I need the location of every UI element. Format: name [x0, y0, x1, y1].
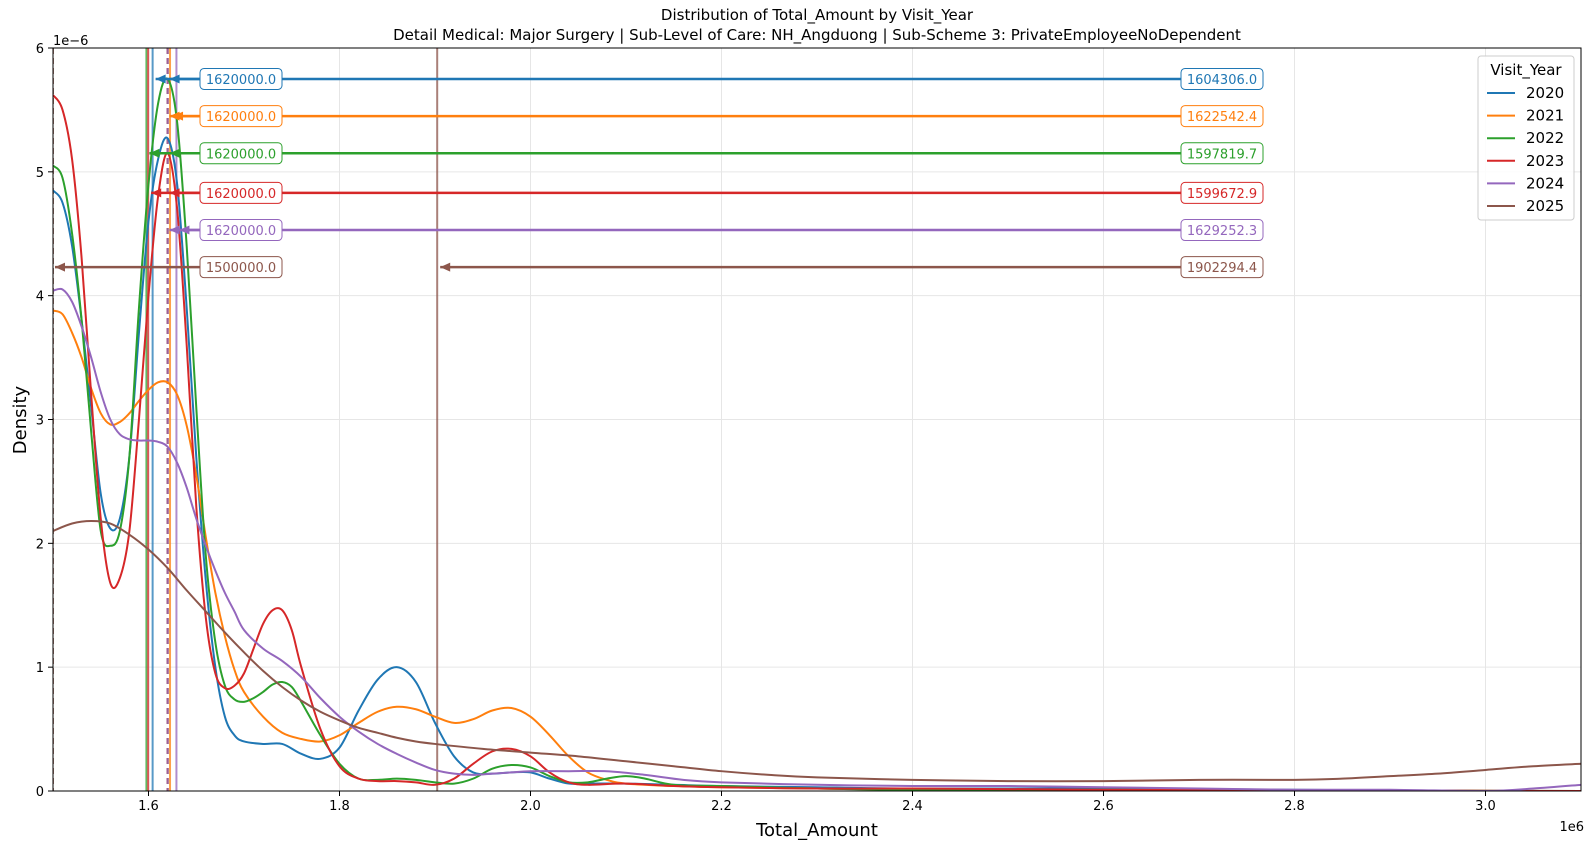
mean-label-2021-box [1180, 105, 1264, 128]
y-tick-label: 6 [36, 42, 44, 57]
mean-arrow-2023-head [151, 188, 162, 198]
legend-entry-2022: 2022 [1526, 129, 1564, 147]
median-arrow-2024-head [169, 225, 180, 235]
x-offset-label: 1e6 [1559, 820, 1584, 835]
legend: Visit_Year 2020 2021 2022 2023 2024 2025 [1477, 55, 1575, 221]
legend-entry-2023: 2023 [1526, 152, 1564, 170]
legend-title: Visit_Year [1490, 61, 1562, 80]
x-tick-label: 3.0 [1475, 799, 1496, 814]
y-axis-label: Density [10, 385, 31, 454]
x-axis-ticks: 1.6 1.8 2.0 2.2 2.4 2.6 2.8 3.0 [138, 791, 1496, 814]
density-curve-2021 [53, 309, 1581, 791]
x-tick-label: 2.6 [1093, 799, 1114, 814]
mean-label-2025: 1902294.4 [1187, 261, 1257, 276]
density-curves [53, 77, 1581, 791]
mean-label-2024: 1629252.3 [1187, 224, 1257, 239]
mean-label-2021: 1622542.4 [1187, 110, 1257, 125]
legend-entry-2025: 2025 [1526, 197, 1564, 215]
median-label-2023: 1620000.0 [206, 187, 276, 202]
median-label-2024: 1620000.0 [206, 224, 276, 239]
y-axis-ticks: 0 1 2 3 4 5 6 [36, 42, 53, 800]
x-axis-label: Total_Amount [755, 820, 878, 841]
mean-label-2024-box [1180, 219, 1264, 242]
median-label-2021-box [199, 105, 283, 128]
chart-title: Distribution of Total_Amount by Visit_Ye… [661, 6, 974, 25]
x-tick-label: 1.6 [138, 799, 159, 814]
median-arrow-2025-head [55, 262, 65, 272]
legend-entry-2020: 2020 [1526, 84, 1564, 102]
mean-label-2020-box [1180, 67, 1264, 90]
median-label-2023-box [199, 181, 283, 204]
gridlines [53, 47, 1581, 792]
median-label-2022-box [199, 142, 283, 165]
legend-entry-2024: 2024 [1526, 174, 1564, 192]
y-tick-label: 4 [36, 290, 44, 305]
median-label-2020: 1620000.0 [206, 73, 276, 88]
mean-label-2020: 1604306.0 [1187, 73, 1257, 88]
mean-label-2025-box [1180, 256, 1264, 279]
mean-label-2023: 1599672.9 [1187, 187, 1257, 202]
density-curve-2025 [53, 520, 1581, 783]
mean-label-2022-box [1180, 142, 1264, 165]
y-offset-label: 1e−6 [53, 34, 88, 49]
y-tick-label: 0 [36, 785, 44, 800]
x-tick-label: 2.4 [902, 799, 923, 814]
density-curve-2023 [53, 94, 1581, 791]
x-tick-label: 2.0 [520, 799, 541, 814]
chart-subtitle: Detail Medical: Major Surgery | Sub-Leve… [393, 26, 1241, 45]
median-label-2024-box [199, 219, 283, 242]
mean-arrow-2021-head [173, 111, 184, 121]
median-label-2022: 1620000.0 [206, 147, 276, 162]
y-tick-label: 5 [36, 166, 44, 181]
mean-label-2023-box [1180, 181, 1264, 204]
median-label-2020-box [199, 67, 283, 90]
mean-label-2022: 1597819.7 [1187, 147, 1257, 162]
y-tick-label: 2 [36, 537, 44, 552]
stat-annotations: 1620000.0 1604306.0 1620000.0 1622542.4 1620… [55, 67, 1264, 279]
legend-box [1477, 55, 1575, 221]
mean-arrow-2022-head [149, 148, 160, 158]
x-tick-label: 1.8 [329, 799, 350, 814]
mean-arrow-2024-head [179, 225, 190, 235]
mean-arrow-2020-head [155, 74, 166, 84]
median-label-2021: 1620000.0 [206, 110, 276, 125]
x-tick-label: 2.2 [711, 799, 732, 814]
y-tick-label: 1 [36, 661, 44, 676]
x-tick-label: 2.8 [1284, 799, 1305, 814]
legend-entry-2021: 2021 [1526, 107, 1564, 125]
median-label-2025-box [199, 256, 283, 279]
density-curve-2024 [53, 287, 1581, 791]
median-label-2025: 1500000.0 [206, 261, 276, 276]
mean-arrow-2025-head [440, 262, 451, 272]
y-tick-label: 3 [36, 414, 44, 429]
density-curve-2022 [53, 77, 1581, 791]
